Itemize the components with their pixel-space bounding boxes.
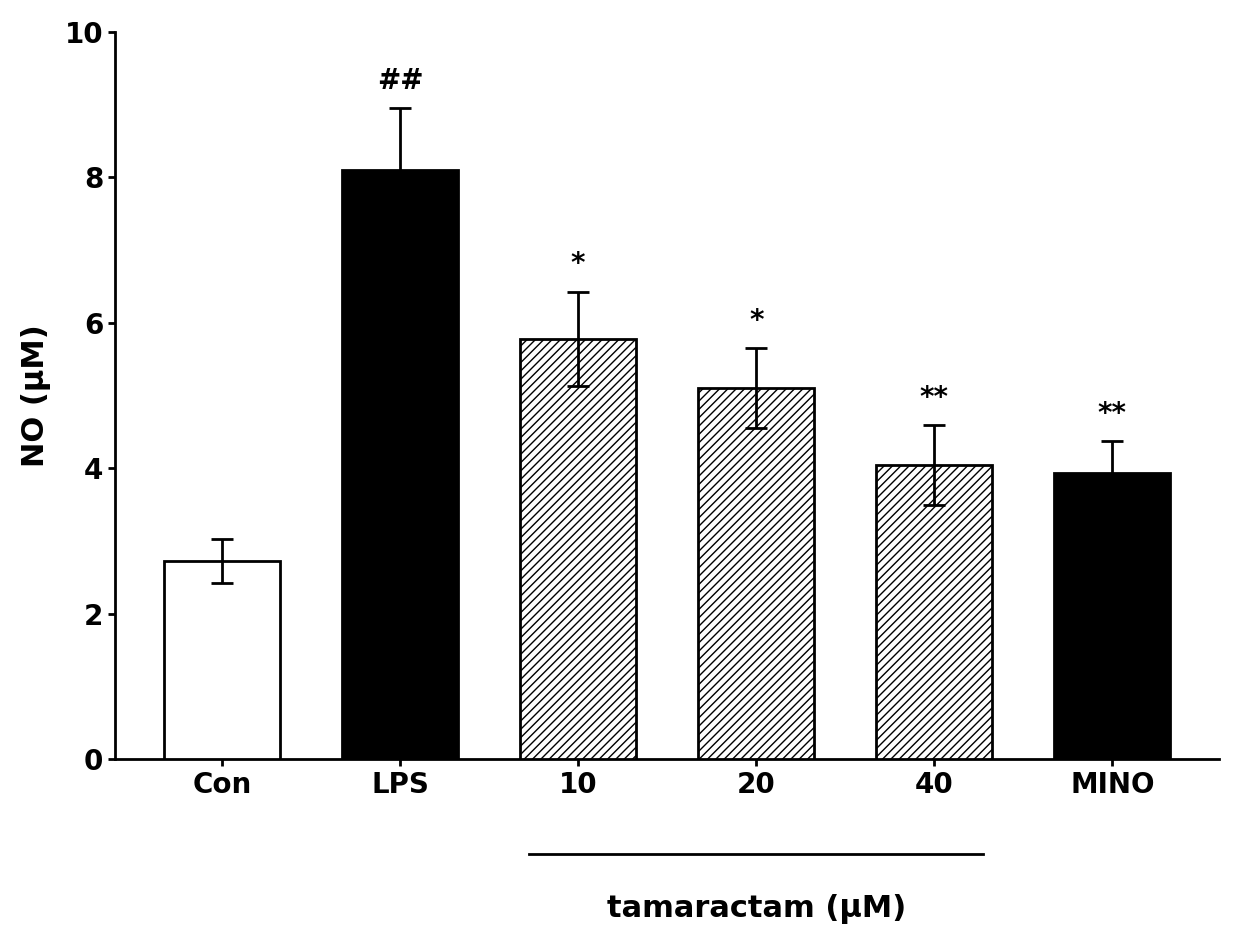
Bar <box>698 388 815 759</box>
Bar <box>342 170 458 759</box>
Text: *: * <box>570 250 585 279</box>
Bar <box>164 561 280 759</box>
Text: ##: ## <box>377 67 423 95</box>
Y-axis label: NO (μM): NO (μM) <box>21 324 51 467</box>
Bar <box>521 339 636 759</box>
Text: **: ** <box>920 383 949 411</box>
Bar <box>877 465 992 759</box>
Text: **: ** <box>1097 400 1127 428</box>
Text: *: * <box>749 307 764 335</box>
Bar <box>1054 473 1171 759</box>
Text: tamaractam (μM): tamaractam (μM) <box>606 894 905 924</box>
